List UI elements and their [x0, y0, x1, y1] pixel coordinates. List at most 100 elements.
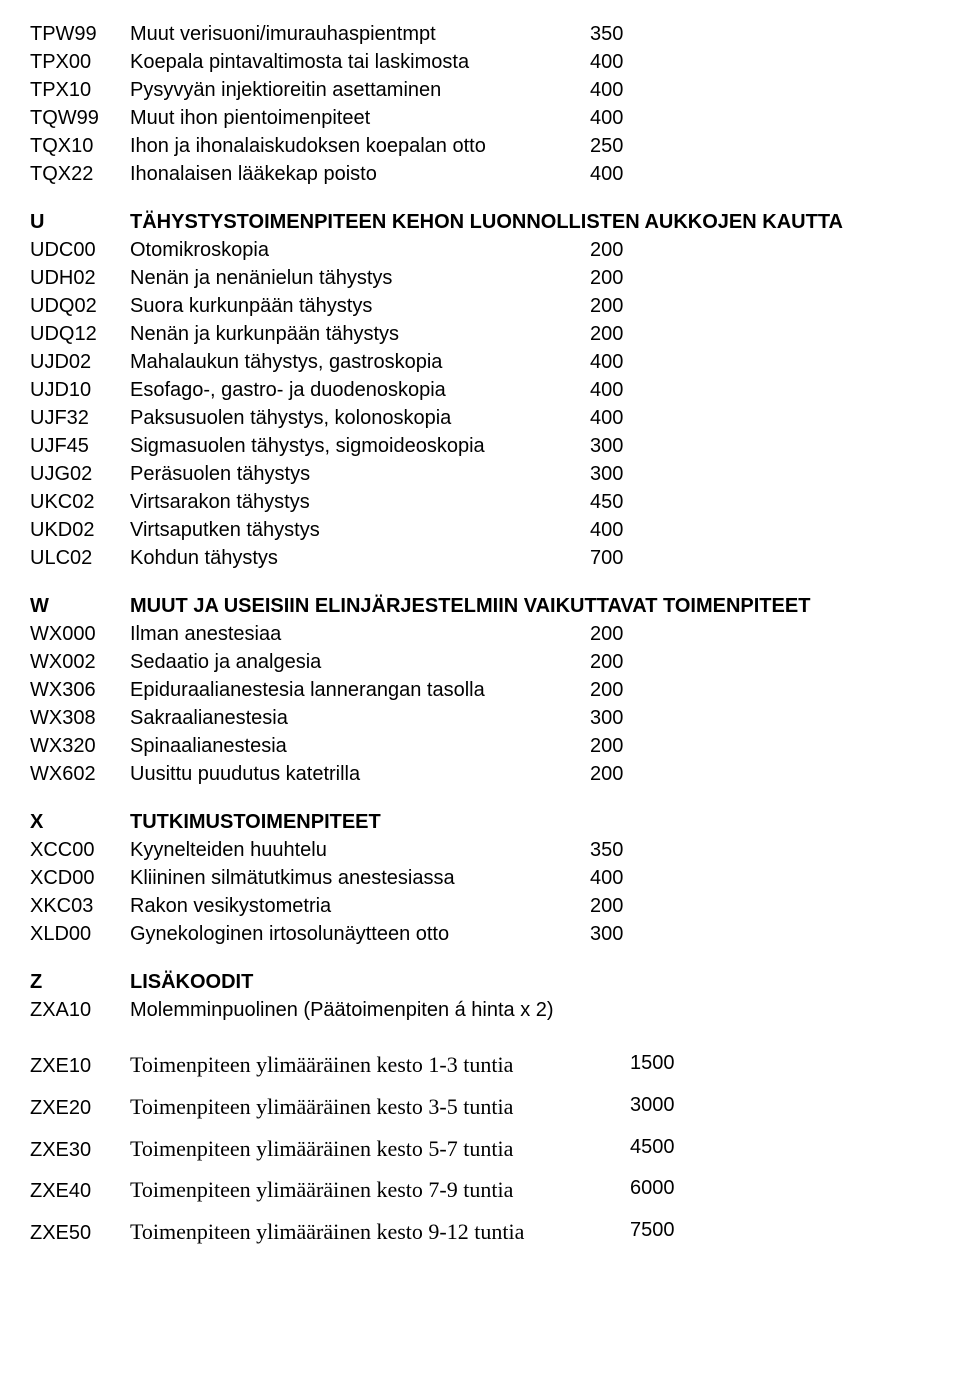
document-content: TPW99Muut verisuoni/imurauhaspientmpt350…	[30, 20, 930, 1253]
section-header: XTUTKIMUSTOIMENPITEET	[30, 808, 930, 836]
price-cell: 200	[590, 676, 623, 704]
code-cell: XCD00	[30, 864, 130, 892]
description-cell: Nenän ja kurkunpään tähystys	[130, 320, 930, 348]
price-cell: 250	[590, 132, 623, 160]
description-cell: Suora kurkunpään tähystys	[130, 292, 930, 320]
price-cell: 350	[590, 20, 623, 48]
table-row: TPX00Koepala pintavaltimosta tai laskimo…	[30, 48, 930, 76]
table-row: ZXE10Toimenpiteen ylimääräinen kesto 1-3…	[30, 1044, 930, 1086]
price-cell: 200	[590, 648, 623, 676]
section-code: X	[30, 808, 130, 836]
table-row: TQW99Muut ihon pientoimenpiteet400	[30, 104, 930, 132]
description-cell: Toimenpiteen ylimääräinen kesto 9-12 tun…	[130, 1211, 930, 1253]
section-gap	[30, 572, 930, 592]
table-row: UKD02Virtsaputken tähystys400	[30, 516, 930, 544]
code-cell: TPX10	[30, 76, 130, 104]
section-title: TUTKIMUSTOIMENPITEET	[130, 808, 930, 836]
description-cell: Muut verisuoni/imurauhaspientmpt	[130, 20, 930, 48]
description-cell: Rakon vesikystometria	[130, 892, 930, 920]
code-cell: WX308	[30, 704, 130, 732]
table-row: UJF45Sigmasuolen tähystys, sigmoideoskop…	[30, 432, 930, 460]
price-cell: 400	[590, 864, 623, 892]
code-cell: UJF32	[30, 404, 130, 432]
code-cell: ZXA10	[30, 996, 130, 1024]
price-cell: 700	[590, 544, 623, 572]
price-cell: 300	[590, 460, 623, 488]
table-row: ZXE40Toimenpiteen ylimääräinen kesto 7-9…	[30, 1169, 930, 1211]
code-cell: UDC00	[30, 236, 130, 264]
description-cell: Toimenpiteen ylimääräinen kesto 3-5 tunt…	[130, 1086, 930, 1128]
description-cell: Nenän ja nenänielun tähystys	[130, 264, 930, 292]
table-row: WX320Spinaalianestesia200	[30, 732, 930, 760]
description-cell: Kohdun tähystys	[130, 544, 930, 572]
price-cell: 300	[590, 920, 623, 948]
price-cell: 400	[590, 404, 623, 432]
section-code: Z	[30, 968, 130, 996]
table-row: ZXE30Toimenpiteen ylimääräinen kesto 5-7…	[30, 1128, 930, 1170]
price-cell: 350	[590, 836, 623, 864]
table-row: ULC02Kohdun tähystys700	[30, 544, 930, 572]
description-cell: Pysyvyän injektioreitin asettaminen	[130, 76, 930, 104]
table-row: TQX10Ihon ja ihonalaiskudoksen koepalan …	[30, 132, 930, 160]
description-cell: Uusittu puudutus katetrilla	[130, 760, 930, 788]
description-cell: Gynekologinen irtosolunäytteen otto	[130, 920, 930, 948]
section-code: W	[30, 592, 130, 620]
table-row: ZXE50Toimenpiteen ylimääräinen kesto 9-1…	[30, 1211, 930, 1253]
price-cell: 400	[590, 516, 623, 544]
description-cell: Spinaalianestesia	[130, 732, 930, 760]
price-cell: 450	[590, 488, 623, 516]
price-cell: 200	[590, 732, 623, 760]
table-row: UDQ12Nenän ja kurkunpään tähystys200	[30, 320, 930, 348]
price-cell: 200	[590, 760, 623, 788]
code-cell: UJF45	[30, 432, 130, 460]
code-cell: UDQ12	[30, 320, 130, 348]
code-cell: TPX00	[30, 48, 130, 76]
table-row: XKC03Rakon vesikystometria200	[30, 892, 930, 920]
table-row: WX602Uusittu puudutus katetrilla200	[30, 760, 930, 788]
code-cell: UJD10	[30, 376, 130, 404]
code-cell: UDH02	[30, 264, 130, 292]
table-row: TQX22Ihonalaisen lääkekap poisto400	[30, 160, 930, 188]
price-cell: 400	[590, 376, 623, 404]
description-cell: Toimenpiteen ylimääräinen kesto 5-7 tunt…	[130, 1128, 930, 1170]
code-cell: TPW99	[30, 20, 130, 48]
table-row: UDH02Nenän ja nenänielun tähystys200	[30, 264, 930, 292]
price-cell: 400	[590, 160, 623, 188]
table-row: WX002Sedaatio ja analgesia200	[30, 648, 930, 676]
table-row: UJD02Mahalaukun tähystys, gastroskopia40…	[30, 348, 930, 376]
description-cell: Sedaatio ja analgesia	[130, 648, 930, 676]
description-cell: Otomikroskopia	[130, 236, 930, 264]
section-title: LISÄKOODIT	[130, 968, 930, 996]
description-cell: Paksusuolen tähystys, kolonoskopia	[130, 404, 930, 432]
price-cell: 7500	[630, 1211, 675, 1249]
section-header: WMUUT JA USEISIIN ELINJÄRJESTELMIIN VAIK…	[30, 592, 930, 620]
code-cell: WX306	[30, 676, 130, 704]
description-cell: Epiduraalianestesia lannerangan tasolla	[130, 676, 930, 704]
table-row: UDC00Otomikroskopia200	[30, 236, 930, 264]
section-code: U	[30, 208, 130, 236]
code-cell: XCC00	[30, 836, 130, 864]
price-cell: 200	[590, 236, 623, 264]
section-header: ZLISÄKOODIT	[30, 968, 930, 996]
table-row: UDQ02Suora kurkunpään tähystys200	[30, 292, 930, 320]
description-cell: Toimenpiteen ylimääräinen kesto 1-3 tunt…	[130, 1044, 930, 1086]
code-cell: ZXE50	[30, 1214, 130, 1252]
price-cell: 400	[590, 76, 623, 104]
section-title: TÄHYSTYSTOIMENPITEEN KEHON LUONNOLLISTEN…	[130, 208, 930, 236]
price-cell: 1500	[630, 1044, 675, 1082]
code-cell: TQX22	[30, 160, 130, 188]
code-cell: WX000	[30, 620, 130, 648]
code-cell: TQW99	[30, 104, 130, 132]
code-cell: WX602	[30, 760, 130, 788]
description-cell: Molemminpuolinen (Päätoimenpiten á hinta…	[130, 996, 930, 1024]
code-cell: WX002	[30, 648, 130, 676]
section-gap	[30, 1024, 930, 1044]
code-cell: XLD00	[30, 920, 130, 948]
description-cell: Mahalaukun tähystys, gastroskopia	[130, 348, 930, 376]
code-cell: UJD02	[30, 348, 130, 376]
table-row: UJF32Paksusuolen tähystys, kolonoskopia4…	[30, 404, 930, 432]
price-cell: 3000	[630, 1086, 675, 1124]
section-gap	[30, 948, 930, 968]
code-cell: UDQ02	[30, 292, 130, 320]
code-cell: UJG02	[30, 460, 130, 488]
